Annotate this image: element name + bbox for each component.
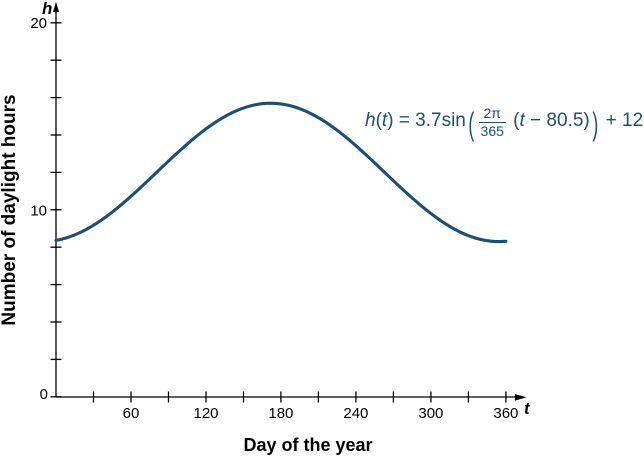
svg-text:360: 360	[493, 405, 518, 422]
svg-text:t: t	[524, 399, 531, 418]
svg-text:Day of the year: Day of the year	[243, 435, 372, 455]
svg-text:0: 0	[40, 386, 48, 403]
svg-text:180: 180	[268, 405, 293, 422]
svg-text:10: 10	[30, 203, 47, 220]
svg-text:60: 60	[123, 405, 140, 422]
svg-text:h: h	[42, 0, 52, 18]
svg-text:120: 120	[193, 405, 218, 422]
svg-text:Number of daylight hours: Number of daylight hours	[0, 94, 20, 325]
svg-text:300: 300	[418, 405, 443, 422]
svg-text:240: 240	[343, 405, 368, 422]
